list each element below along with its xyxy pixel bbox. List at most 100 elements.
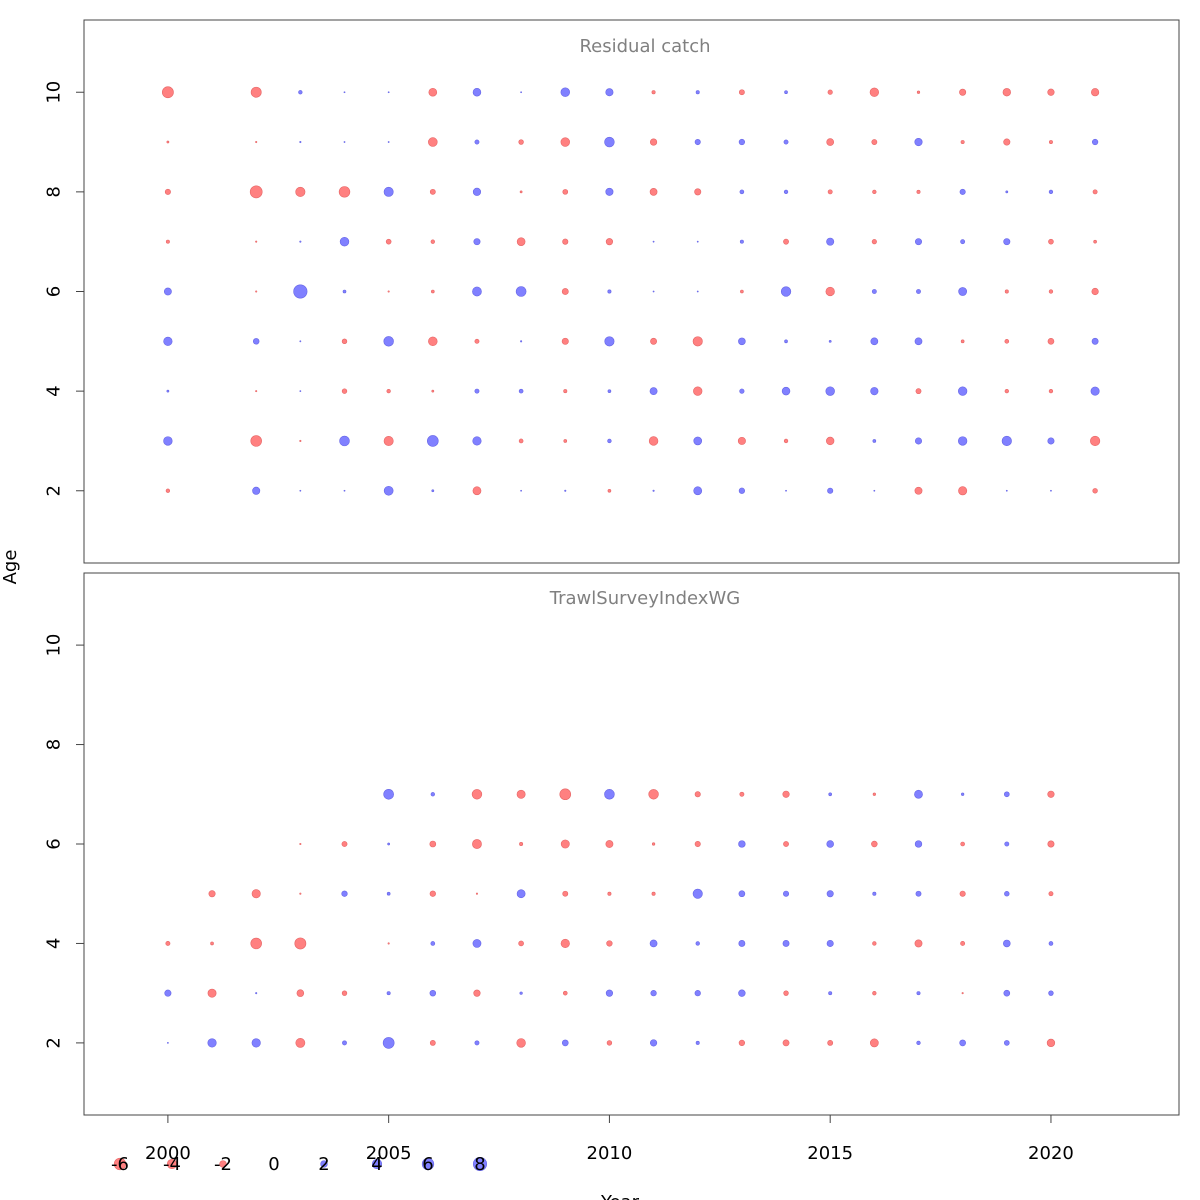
bubble-point	[606, 1040, 613, 1046]
bubble-point	[870, 337, 879, 346]
bubble-point	[429, 890, 436, 897]
bubble-point	[692, 336, 703, 347]
legend-label: 8	[474, 1154, 485, 1175]
legend-bubble	[371, 1158, 383, 1170]
bubble-point	[782, 1039, 790, 1047]
bubble-point	[519, 842, 524, 846]
bubble-point	[383, 436, 394, 446]
bubble-point	[163, 436, 173, 446]
bubble-point	[561, 288, 569, 295]
y-tick-label: 8	[44, 186, 65, 197]
bubble-point	[343, 91, 346, 94]
bubble-point	[915, 388, 922, 395]
bubble-point	[649, 138, 658, 146]
bubble-point	[1048, 238, 1054, 245]
bubble-point	[916, 1040, 921, 1046]
bubble-point	[164, 188, 171, 195]
bubble-point	[472, 286, 482, 297]
bubble-point	[516, 789, 526, 799]
bubble-point	[429, 840, 437, 848]
bubble-point	[475, 892, 479, 895]
bubble-point	[784, 90, 788, 95]
bubble-point	[519, 991, 523, 995]
bubble-point	[385, 238, 392, 245]
legend-label: 4	[371, 1154, 382, 1175]
bubble-point	[781, 386, 791, 396]
legend-bubble	[421, 1157, 435, 1171]
bubble-point	[163, 287, 172, 296]
legend-label: 6	[422, 1154, 433, 1175]
bubble-point	[249, 185, 263, 199]
bubble-point	[650, 990, 657, 997]
bubble-point	[648, 789, 659, 800]
bubble-point	[299, 140, 302, 144]
bubble-point	[255, 992, 258, 995]
bubble-point	[563, 439, 568, 443]
bubble-point	[914, 840, 923, 848]
bubble-point	[737, 436, 746, 445]
x-tick-label: 2005	[366, 1143, 412, 1164]
bubble-point	[604, 336, 615, 347]
bubble-point	[162, 86, 174, 99]
bubble-point	[871, 239, 877, 245]
bubble-point	[163, 336, 173, 346]
bubble-point	[295, 1038, 306, 1048]
bubble-point	[1092, 488, 1098, 494]
bubble-point	[607, 389, 612, 393]
bubble-point	[341, 388, 348, 394]
bubble-point	[607, 488, 612, 493]
bubble-point	[387, 290, 390, 293]
bubble-point	[872, 991, 877, 996]
bubble-point	[739, 189, 745, 195]
bubble-point	[738, 89, 745, 96]
bubble-point	[341, 890, 348, 897]
bubble-point	[693, 386, 703, 396]
bubble-point	[695, 1040, 700, 1045]
bubble-point	[649, 939, 658, 948]
bubble-point	[472, 436, 482, 446]
bubble-point	[210, 941, 214, 946]
bubble-point	[959, 188, 966, 195]
bubble-point	[207, 988, 217, 998]
bubble-point	[1048, 388, 1054, 394]
bubble-point	[516, 1038, 526, 1048]
bubble-point	[428, 336, 438, 347]
bubble-point	[561, 1039, 569, 1047]
bubble-point	[916, 991, 921, 996]
bubble-point	[431, 489, 435, 493]
bubble-point	[738, 890, 746, 898]
bubble-point	[739, 388, 745, 394]
bubble-point	[1047, 338, 1055, 345]
bubble-point	[783, 139, 789, 145]
bubble-point	[252, 338, 260, 345]
bubble-point	[383, 485, 394, 496]
bubble-point	[1003, 138, 1011, 146]
bubble-point	[474, 338, 480, 344]
bubble-point	[828, 792, 832, 797]
bubble-point	[338, 186, 351, 198]
panel-title: TrawlSurveyIndexWG	[549, 588, 740, 609]
bubble-point	[250, 86, 262, 98]
bubble-point	[694, 840, 701, 848]
bubble-point	[383, 186, 394, 197]
bubble-point	[296, 989, 305, 997]
bubble-point	[1048, 891, 1054, 897]
bubble-point	[298, 90, 303, 95]
bubble-point	[165, 239, 170, 244]
bubble-point	[652, 290, 655, 293]
bubble-point	[651, 891, 656, 896]
bubble-point	[299, 892, 302, 895]
bubble-point	[696, 290, 699, 293]
bubble-point	[386, 388, 391, 394]
bubble-point	[959, 890, 966, 897]
bubble-point	[560, 137, 570, 147]
panel-title: Residual catch	[579, 36, 710, 57]
bubble-point	[428, 87, 438, 97]
bubble-point	[164, 989, 172, 997]
bubble-point	[960, 339, 965, 344]
bubble-point	[1048, 990, 1054, 996]
bubble-point	[166, 1041, 169, 1044]
bubble-point	[342, 289, 347, 294]
bubble-point	[165, 941, 171, 946]
bubble-point	[562, 890, 569, 897]
